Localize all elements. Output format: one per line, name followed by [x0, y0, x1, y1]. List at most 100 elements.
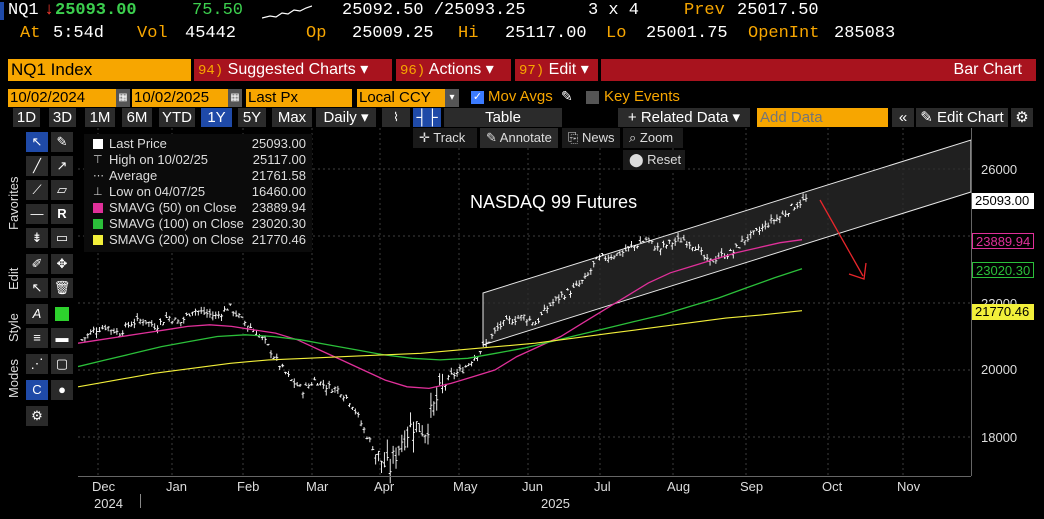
currency-select[interactable]: Local CCY	[357, 89, 445, 107]
trend-channel[interactable]	[482, 139, 972, 346]
retracement-icon[interactable]: R	[51, 204, 73, 224]
vol-label: Vol	[137, 24, 168, 43]
security-marker	[0, 2, 4, 20]
price-bar	[659, 248, 663, 256]
price-field-select[interactable]: Last Px	[246, 89, 352, 107]
tab-1m[interactable]: 1M	[85, 108, 115, 127]
side-tab-modes[interactable]: Modes	[6, 358, 21, 398]
pencil-icon[interactable]: ✎	[561, 88, 573, 104]
price-bar	[563, 295, 567, 300]
price-bar	[632, 245, 636, 252]
key-events-checkbox[interactable]	[586, 91, 599, 104]
trend-line-icon[interactable]: ⟋	[26, 180, 48, 200]
select-icon[interactable]: ↖	[26, 278, 48, 298]
zoom-button[interactable]: ⌕ Zoom	[623, 128, 683, 148]
price-bar	[566, 288, 570, 291]
reset-button[interactable]: ⬤ Reset	[623, 150, 685, 170]
line-chart-icon[interactable]: ⌇	[382, 108, 410, 127]
price-bar	[159, 318, 163, 325]
command-bar: NQ1 Index 94) Suggested Charts ▾ 96) Act…	[0, 58, 1044, 82]
start-date-field[interactable]: 10/02/2024	[8, 89, 116, 107]
line-style-icon[interactable]: ▬	[51, 328, 73, 348]
settings-gear-icon[interactable]: ⚙	[26, 406, 48, 426]
fib-tool-icon[interactable]: ⇟	[26, 228, 48, 248]
tab-ytd[interactable]: YTD	[159, 108, 195, 127]
price-bar	[225, 308, 229, 311]
edit-chart-button[interactable]: ✎ Edit Chart	[916, 108, 1008, 127]
side-tab-edit[interactable]: Edit	[6, 267, 21, 291]
annotation-text[interactable]: NASDAQ 99 Futures	[470, 192, 637, 212]
legend-swatch	[93, 235, 103, 245]
line-weight-icon[interactable]: ≡	[26, 328, 48, 348]
calendar-icon[interactable]: ▦	[228, 89, 242, 107]
box-select-icon[interactable]: ▢	[51, 354, 73, 374]
text-style-icon[interactable]: A	[26, 304, 48, 324]
move-icon[interactable]: ✥	[51, 254, 73, 274]
chevron-down-icon[interactable]: ▾	[445, 89, 459, 107]
price-bar	[676, 232, 680, 242]
price-bar	[624, 244, 628, 252]
y-tick: 20000	[981, 362, 1018, 377]
side-tab-favorites[interactable]: Favorites	[6, 176, 21, 230]
edit-menu[interactable]: 97) Edit ▾	[515, 59, 598, 81]
price-bar	[266, 343, 270, 346]
suggested-charts-menu[interactable]: 94) Suggested Charts ▾	[194, 59, 392, 81]
side-tab-style[interactable]: Style	[6, 313, 21, 343]
related-data-button[interactable]: + Related Data ▾	[618, 108, 750, 127]
horizontal-line-icon[interactable]: —	[26, 204, 48, 224]
channel-tool-icon[interactable]: ▱	[51, 180, 73, 200]
menu-number: 97)	[519, 63, 545, 79]
line-tool-icon[interactable]: ╱	[26, 156, 48, 176]
ray-tool-icon[interactable]: ↗	[51, 156, 73, 176]
tab-1d[interactable]: 1D	[13, 108, 40, 127]
price-bar	[609, 254, 613, 260]
brush-icon[interactable]: ✐	[26, 254, 48, 274]
period-select[interactable]: Daily ▾	[316, 108, 376, 127]
chart-type-title: Bar Chart	[601, 59, 1036, 81]
price-bar	[536, 317, 540, 324]
add-data-input[interactable]	[757, 108, 888, 127]
trash-icon[interactable]: 🗑	[51, 278, 73, 298]
open-label: Op	[306, 24, 327, 43]
price-bar	[269, 350, 273, 359]
tab-1y[interactable]: 1Y	[201, 108, 232, 127]
actions-menu[interactable]: 96) Actions ▾	[396, 59, 511, 81]
price-bar	[664, 244, 668, 249]
quote-line-1: NQ1 ↓ 25093.00 75.50 25092.50 /25093.25 …	[0, 0, 1044, 22]
price-bar	[586, 272, 590, 277]
price-bar	[804, 193, 808, 202]
collapse-icon[interactable]: «	[892, 108, 914, 127]
end-date-field[interactable]: 10/02/2025	[132, 89, 228, 107]
bar-chart-icon[interactable]: ┤├	[413, 108, 441, 127]
news-button[interactable]: ⎘ News	[562, 128, 620, 148]
gear-icon[interactable]: ⚙	[1011, 108, 1033, 127]
tab-max[interactable]: Max	[272, 108, 312, 127]
pen-menu-icon[interactable]: ✎	[51, 132, 73, 152]
dotted-line-icon[interactable]: ⋰	[26, 354, 48, 374]
down-arrow-annotation[interactable]	[819, 199, 864, 277]
x-axis-line	[78, 476, 971, 477]
cursor-icon[interactable]: ↖	[26, 132, 48, 152]
tab-3d[interactable]: 3D	[49, 108, 76, 127]
security-field[interactable]: NQ1 Index	[8, 59, 191, 81]
color-picker[interactable]	[51, 304, 73, 324]
rectangle-tool-icon[interactable]: ▭	[51, 228, 73, 248]
price-chart[interactable]: NASDAQ 99 Futures	[78, 128, 1044, 519]
palette-icon[interactable]: ●	[51, 380, 73, 400]
price-bar	[307, 383, 311, 389]
annotate-label: Annotate	[499, 130, 552, 145]
calendar-icon[interactable]: ▦	[116, 89, 130, 107]
tab-5y[interactable]: 5Y	[238, 108, 266, 127]
mode-c-icon[interactable]: C	[26, 380, 48, 400]
table-button[interactable]: Table	[444, 108, 562, 127]
price-bar	[103, 324, 107, 331]
price-bar	[301, 391, 305, 399]
mov-avgs-checkbox[interactable]: ✓	[471, 91, 484, 104]
price-bar	[603, 255, 607, 261]
x-tick: Feb	[237, 479, 260, 494]
price-bar	[470, 361, 474, 367]
tab-6m[interactable]: 6M	[122, 108, 152, 127]
price-bar	[679, 237, 683, 243]
track-button[interactable]: ✛ Track	[413, 128, 477, 148]
annotate-button[interactable]: ✎ Annotate	[480, 128, 558, 148]
